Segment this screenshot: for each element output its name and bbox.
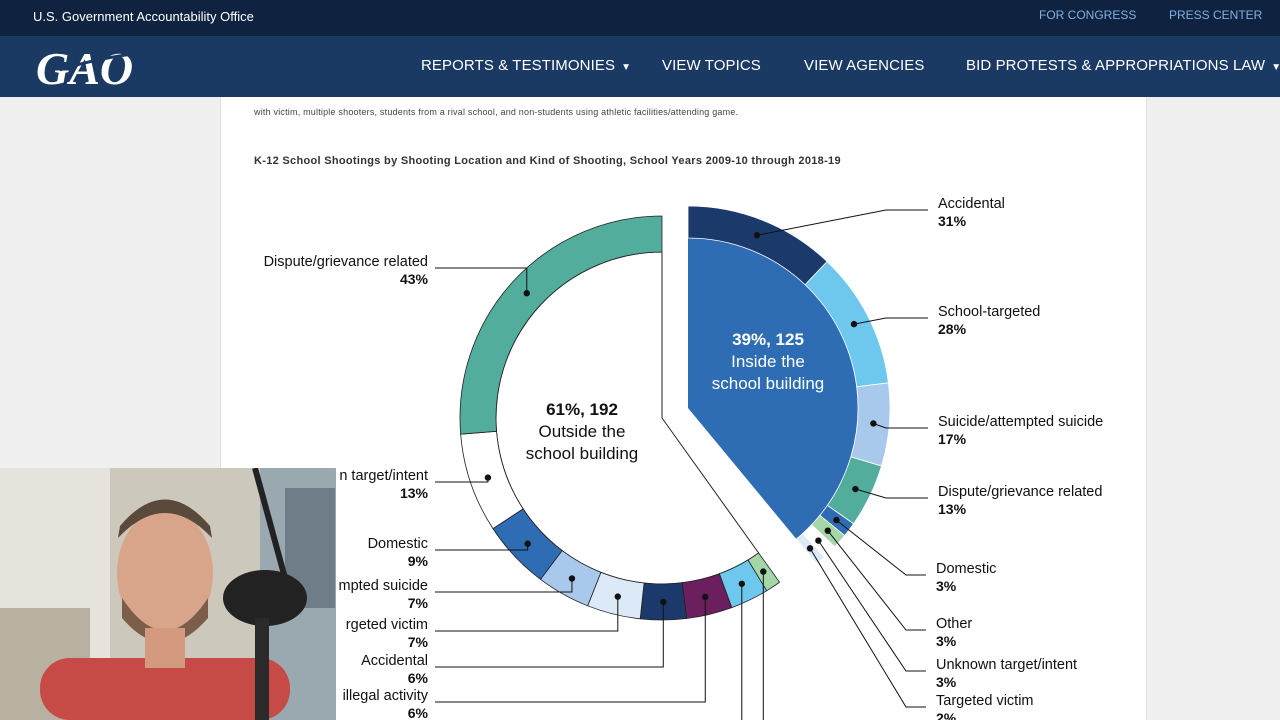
label-outside-pct-1: 13%: [400, 485, 429, 501]
top-utility-bar: U.S. Government Accountability Office FO…: [0, 0, 1280, 36]
label-inside-pct-0: 31%: [938, 213, 967, 229]
leader-dot-outside-1: [484, 474, 492, 481]
leader-line-outside-3: [435, 578, 573, 593]
webcam-overlay: [0, 468, 336, 720]
for-congress-link[interactable]: FOR CONGRESS: [1039, 8, 1137, 22]
leader-line-inside-7: [809, 548, 926, 708]
label-inside-5: Other: [936, 616, 972, 632]
label-outside-pct-3: 7%: [408, 595, 429, 611]
label-inside-6: Unknown target/intent: [936, 657, 1077, 673]
label-outside-1: n target/intent: [339, 468, 428, 484]
leader-line-inside-0: [756, 209, 928, 236]
label-inside-pct-1: 28%: [938, 321, 967, 337]
leader-line-inside-6: [817, 540, 926, 672]
leader-line-outside-5: [435, 601, 664, 668]
gao-logo[interactable]: GAO: [36, 44, 156, 90]
logo-text: GAO: [36, 44, 133, 90]
main-nav: GAO REPORTS & TESTIMONIES ▼ VIEW TOPICS V…: [0, 36, 1280, 97]
nav-reports-testimonies[interactable]: REPORTS & TESTIMONIES ▼: [421, 57, 632, 74]
figure-note: with victim, multiple shooters, students…: [254, 107, 739, 117]
inside-center-label-0: 39%, 125: [732, 330, 804, 349]
label-inside-7: Targeted victim: [936, 693, 1034, 709]
label-outside-pct-5: 6%: [408, 670, 429, 686]
label-inside-2: Suicide/attempted suicide: [938, 414, 1103, 430]
nav-view-topics[interactable]: VIEW TOPICS: [662, 57, 761, 74]
label-outside-pct-2: 9%: [408, 553, 429, 569]
leader-line-inside-1: [853, 317, 928, 325]
label-inside-3: Dispute/grievance related: [938, 484, 1102, 500]
label-outside-2: Domestic: [368, 536, 428, 552]
leader-line-outside-2: [435, 543, 529, 551]
label-inside-4: Domestic: [936, 561, 996, 577]
outside-center-label-1: Outside the: [539, 422, 626, 441]
nav-bid-protests[interactable]: BID PROTESTS & APPROPRIATIONS LAW ▼: [966, 57, 1280, 74]
org-name[interactable]: U.S. Government Accountability Office: [33, 9, 254, 24]
label-outside-6: illegal activity: [343, 688, 429, 704]
leader-line-inside-2: [873, 422, 928, 429]
nav-view-agencies[interactable]: VIEW AGENCIES: [804, 57, 925, 74]
inside-center-label-2: school building: [712, 374, 824, 393]
label-inside-pct-6: 3%: [936, 674, 957, 690]
outside-center-label-2: school building: [526, 444, 638, 463]
label-inside-pct-2: 17%: [938, 431, 967, 447]
leader-line-outside-6: [435, 596, 706, 703]
outside-center-label-0: 61%, 192: [546, 400, 618, 419]
label-inside-pct-7: 2%: [936, 710, 957, 720]
leader-line-outside-4: [435, 596, 619, 632]
leader-line-inside-4: [836, 519, 926, 576]
label-outside-pct-6: 6%: [408, 705, 429, 720]
inside-wedge: [688, 238, 858, 539]
label-inside-pct-5: 3%: [936, 633, 957, 649]
outside-segment-8: [459, 215, 663, 435]
label-outside-3: mpted suicide: [339, 578, 428, 594]
label-outside-5: Accidental: [361, 653, 428, 669]
leader-line-outside-1: [435, 477, 489, 483]
leader-line-inside-3: [855, 488, 928, 499]
leader-line-inside-5: [827, 530, 926, 631]
label-inside-pct-3: 13%: [938, 501, 967, 517]
label-inside-pct-4: 3%: [936, 578, 957, 594]
inside-center-label-1: Inside the: [731, 352, 805, 371]
label-inside-1: School-targeted: [938, 304, 1040, 320]
label-outside-pct-4: 7%: [408, 634, 429, 650]
figure-title: K-12 School Shootings by Shooting Locati…: [254, 155, 841, 167]
label-outside-4: rgeted victim: [346, 617, 428, 633]
press-center-link[interactable]: PRESS CENTER: [1169, 8, 1263, 22]
label-inside-0: Accidental: [938, 196, 1005, 212]
label-outside-pct-0: 43%: [400, 271, 429, 287]
label-outside-0: Dispute/grievance related: [264, 254, 428, 270]
leader-line-outside-0: [435, 267, 528, 294]
